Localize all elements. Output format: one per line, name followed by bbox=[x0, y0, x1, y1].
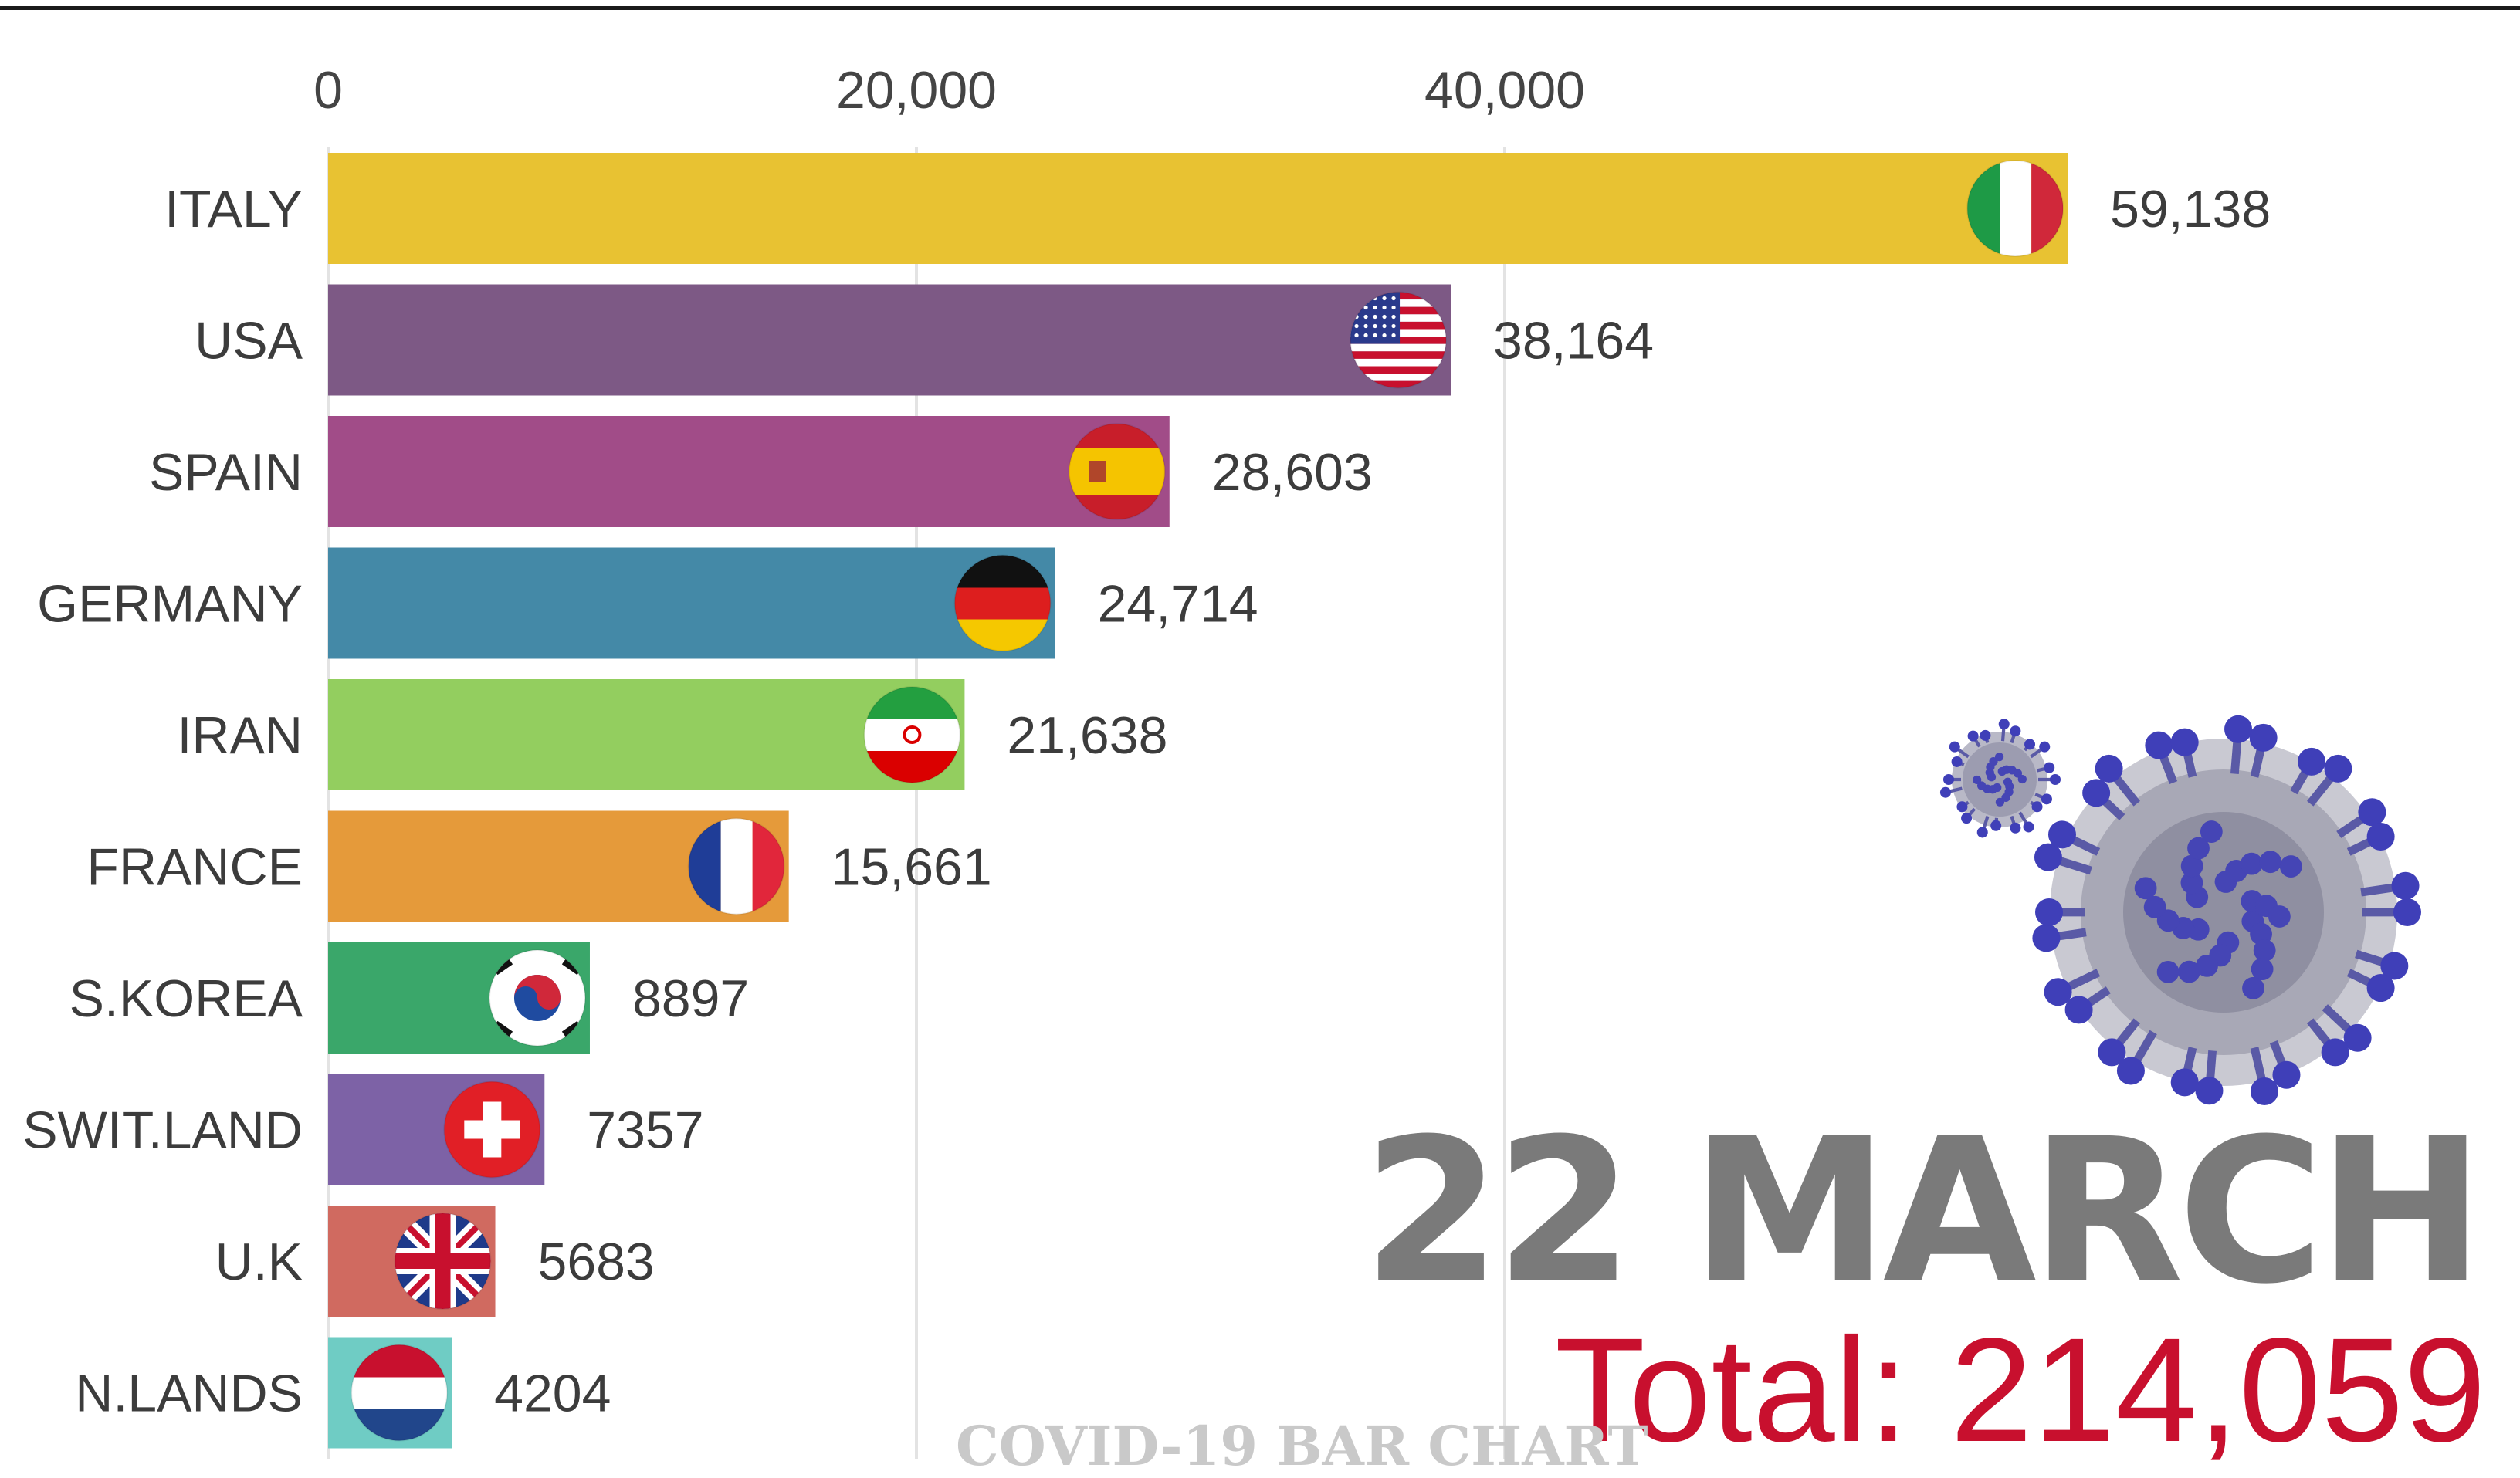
date-label: 22 MARCH bbox=[1362, 1096, 2484, 1327]
category-label: USA bbox=[195, 312, 303, 370]
south-korea-flag-icon bbox=[488, 949, 586, 1047]
coronavirus-large-icon bbox=[2032, 715, 2421, 1106]
category-label: GERMANY bbox=[37, 575, 303, 634]
category-label: N.LANDS bbox=[75, 1365, 303, 1423]
value-label: 38,164 bbox=[1493, 312, 1654, 370]
italy-flag-icon bbox=[1966, 160, 2064, 257]
category-label: ITALY bbox=[164, 180, 303, 238]
total-count: Total: 214,059 bbox=[1554, 1307, 2486, 1473]
value-label: 21,638 bbox=[1007, 706, 1167, 765]
x-tick-label: 0 bbox=[313, 61, 343, 120]
value-label: 4204 bbox=[494, 1365, 611, 1423]
bar bbox=[328, 416, 1170, 527]
value-label: 7357 bbox=[587, 1101, 703, 1160]
germany-flag-icon bbox=[953, 554, 1052, 652]
category-label: S.KOREA bbox=[69, 969, 303, 1028]
coronavirus-small-icon bbox=[1939, 719, 2061, 838]
category-label: FRANCE bbox=[86, 838, 303, 897]
bar bbox=[328, 153, 2068, 264]
category-label: IRAN bbox=[178, 706, 303, 765]
category-label: SWIT.LAND bbox=[22, 1101, 303, 1160]
switzerland-flag-icon bbox=[443, 1081, 541, 1179]
bar bbox=[328, 547, 1055, 659]
spain-flag-icon bbox=[1068, 423, 1166, 520]
value-label: 8897 bbox=[632, 969, 749, 1028]
france-flag-icon bbox=[687, 817, 785, 915]
value-label: 5683 bbox=[538, 1233, 655, 1291]
top-rule bbox=[0, 6, 2520, 10]
x-tick-label: 20,000 bbox=[836, 61, 997, 120]
usa-flag-icon bbox=[1350, 291, 1448, 389]
bar bbox=[328, 284, 1451, 396]
category-label: SPAIN bbox=[149, 443, 303, 502]
iran-flag-icon bbox=[863, 686, 961, 783]
value-label: 15,661 bbox=[832, 838, 992, 897]
x-tick-label: 40,000 bbox=[1424, 61, 1585, 120]
category-label: U.K bbox=[215, 1233, 303, 1291]
bar bbox=[328, 679, 965, 790]
value-label: 59,138 bbox=[2110, 180, 2271, 238]
netherlands-flag-icon bbox=[351, 1344, 449, 1442]
uk-flag-icon bbox=[394, 1213, 492, 1310]
watermark: COVID-19 BAR CHART bbox=[956, 1414, 1648, 1478]
value-label: 24,714 bbox=[1098, 575, 1258, 634]
value-label: 28,603 bbox=[1212, 443, 1373, 502]
